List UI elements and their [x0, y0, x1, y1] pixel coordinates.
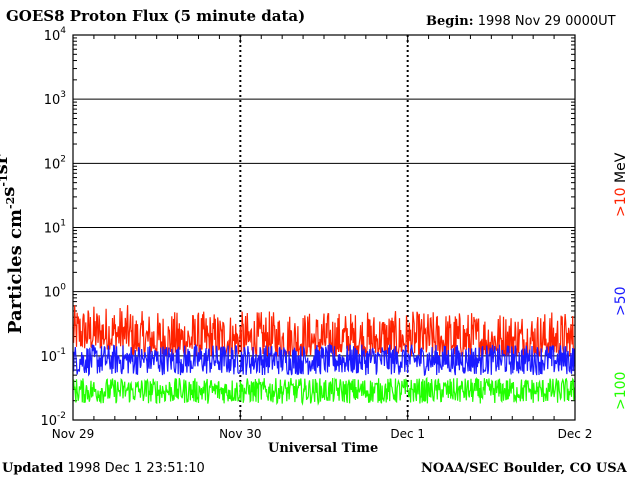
legend-gt10: >10 MeV: [613, 152, 629, 217]
series-line-gt100: [72, 376, 576, 406]
series-line-gt50: [72, 342, 576, 377]
legend-gt50: >50: [613, 286, 629, 316]
x-tick-label: Nov 30: [219, 427, 262, 441]
updated-info: Updated 1998 Dec 1 23:51:10: [2, 461, 205, 476]
x-axis-label: Universal Time: [268, 441, 379, 456]
y-tick-label: 10-2: [40, 411, 66, 429]
updated-value: 1998 Dec 1 23:51:10: [67, 461, 205, 476]
x-tick-label: Nov 29: [52, 427, 95, 441]
updated-label: Updated: [2, 461, 64, 476]
begin-info: Begin: 1998 Nov 29 0000UT: [426, 14, 616, 29]
x-tick-label: Dec 2: [558, 427, 593, 441]
y-tick-label: 10-1: [40, 347, 66, 365]
source-credit: NOAA/SEC Boulder, CO USA: [421, 461, 627, 476]
begin-value: 1998 Nov 29 0000UT: [477, 14, 616, 29]
y-tick-label: 104: [44, 26, 67, 44]
plot-frame: [72, 34, 576, 421]
begin-label: Begin:: [426, 14, 474, 29]
y-tick-label: 101: [44, 219, 66, 237]
y-axis-label: Particles cm-2s-1sr-1: [0, 143, 26, 334]
y-tick-label: 100: [44, 283, 67, 301]
legend-gt100: >100: [613, 372, 629, 410]
chart-title: GOES8 Proton Flux (5 minute data): [6, 7, 306, 25]
x-tick-label: Dec 1: [390, 427, 425, 441]
y-tick-label: 102: [44, 154, 66, 172]
y-tick-label: 103: [44, 90, 66, 108]
